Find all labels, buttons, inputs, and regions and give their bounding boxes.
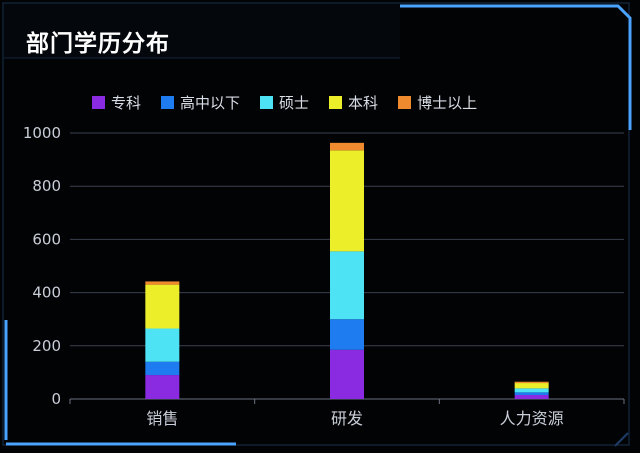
x-category-label: 研发 <box>331 409 363 428</box>
y-tick-label: 400 <box>32 284 61 302</box>
y-tick-label: 800 <box>32 177 61 195</box>
bar-segment-0-3[interactable] <box>145 284 180 329</box>
bar-segment-1-4[interactable] <box>330 142 364 151</box>
legend-swatch <box>92 96 105 109</box>
legend-swatch <box>260 96 274 109</box>
bar-segment-2-4[interactable] <box>514 381 549 384</box>
bar-segment-0-0[interactable] <box>145 375 180 399</box>
y-tick-label: 200 <box>32 337 61 355</box>
bar-segment-2-2[interactable] <box>514 388 549 393</box>
chart-title: 部门学历分布 <box>26 31 170 57</box>
y-tick-label: 0 <box>51 390 61 408</box>
legend-item-4[interactable]: 博士以上 <box>398 92 477 113</box>
legend-item-0[interactable]: 专科 <box>92 92 141 113</box>
bar-segment-1-2[interactable] <box>330 251 364 320</box>
legend-label: 专科 <box>111 94 142 112</box>
legend-label: 高中以下 <box>180 94 241 112</box>
bar-segment-2-3[interactable] <box>514 383 549 389</box>
x-category-label: 人力资源 <box>500 409 564 428</box>
legend-item-2[interactable]: 硕士 <box>260 92 309 113</box>
legend-item-3[interactable]: 本科 <box>329 92 378 113</box>
bar-segment-1-3[interactable] <box>330 150 364 252</box>
legend-item-1[interactable]: 高中以下 <box>161 92 240 113</box>
bar-segment-0-1[interactable] <box>145 361 180 376</box>
legend-swatch <box>398 96 412 109</box>
bar-segment-2-1[interactable] <box>514 392 549 396</box>
y-tick-label: 1000 <box>23 124 61 142</box>
legend-label: 博士以上 <box>417 94 478 112</box>
bar-segment-0-4[interactable] <box>145 281 180 285</box>
chart-legend: 专科 高中以下 硕士 本科 博士以上 <box>92 92 497 113</box>
bars-layer <box>145 142 549 399</box>
bar-segment-2-0[interactable] <box>514 395 549 399</box>
bar-segment-0-2[interactable] <box>145 328 180 362</box>
labels-layer: 0 200 400 600 800 1000 销售 研发 人力资源 <box>23 124 564 428</box>
bar-segment-1-0[interactable] <box>330 349 364 399</box>
legend-swatch <box>329 96 343 109</box>
x-category-label: 销售 <box>146 409 178 428</box>
bar-segment-1-1[interactable] <box>330 319 364 350</box>
y-tick-label: 600 <box>32 230 61 248</box>
legend-label: 本科 <box>348 94 379 112</box>
legend-swatch <box>161 96 175 109</box>
legend-label: 硕士 <box>279 94 310 112</box>
